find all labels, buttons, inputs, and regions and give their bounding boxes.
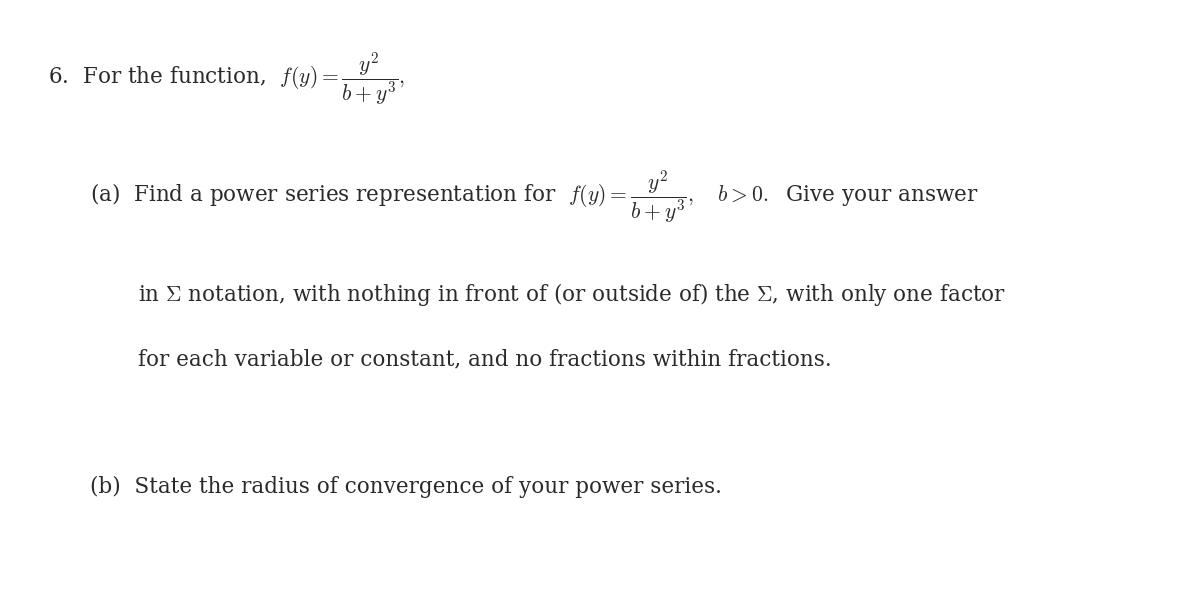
Text: (b)  State the radius of convergence of your power series.: (b) State the radius of convergence of y… — [90, 476, 722, 498]
Text: for each variable or constant, and no fractions within fractions.: for each variable or constant, and no fr… — [138, 349, 832, 371]
Text: in $\Sigma$ notation, with nothing in front of (or outside of) the $\Sigma$, wit: in $\Sigma$ notation, with nothing in fr… — [138, 281, 1006, 309]
Text: (a)  Find a power series representation for  $f(y) = \dfrac{y^{2}}{b + y^{3}},$ : (a) Find a power series representation f… — [90, 169, 978, 226]
Text: 6.  For the function,  $f(y) = \dfrac{y^{2}}{b + y^{3}},$: 6. For the function, $f(y) = \dfrac{y^{2… — [48, 51, 406, 108]
